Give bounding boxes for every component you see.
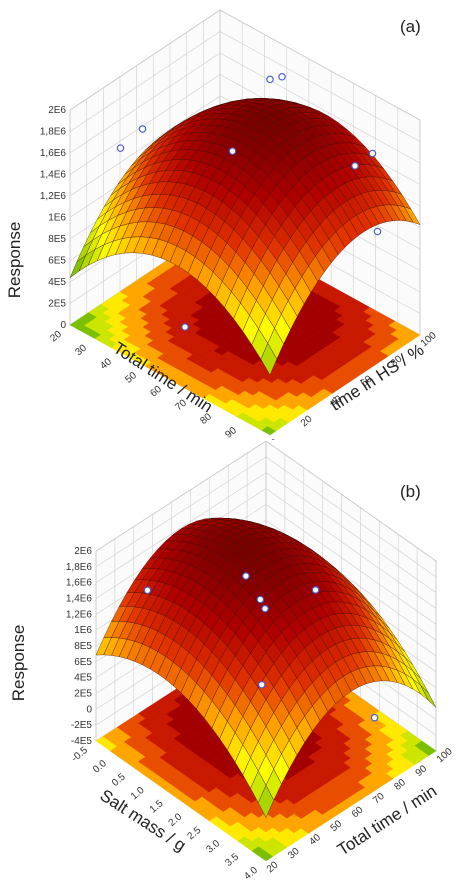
- x-tick-label: -0.5: [70, 745, 91, 765]
- observed-point: [311, 586, 320, 594]
- x-tick-label: 3.0: [204, 838, 222, 856]
- observed-point: [373, 227, 382, 236]
- z-tick-label: 1,6E6: [40, 148, 67, 159]
- observed-point: [351, 162, 359, 170]
- observed-point: [181, 323, 189, 331]
- z-tick-label: 1,8E6: [40, 127, 67, 138]
- y-tick-label: 60: [350, 804, 366, 820]
- observed-point: [256, 595, 265, 604]
- z-tick-label: -2E5: [71, 720, 93, 731]
- x-tick-label: 40: [98, 356, 114, 372]
- observed-point: [368, 149, 377, 158]
- chart-panel-b: -4E5 -2E5 0 2E5 4E5 6E5 8E5 1E6 1,2E6 1,4E6 1,6E6 1…: [0, 441, 474, 881]
- z-tick-label: 4E5: [48, 277, 66, 288]
- chart-a-zlabel: Response: [5, 222, 24, 299]
- surface-cell: [258, 784, 274, 819]
- x-tick-label: 30: [73, 342, 89, 358]
- chart-b-svg: -4E5 -2E5 0 2E5 4E5 6E5 8E5 1E6 1,2E6 1,4E6 1,6E6 1…: [9, 441, 455, 881]
- y-tick-label: 70: [371, 791, 387, 807]
- observed-point: [370, 713, 379, 722]
- observed-point: [257, 680, 266, 689]
- chart-b-panel-label: (b): [400, 482, 421, 501]
- z-tick-label: 1,8E6: [66, 562, 93, 573]
- observed-point: [143, 586, 152, 595]
- chart-panel-a: 0 2E5 4E5 6E5 8E5 1E6 1,2E6 1,4E6 1,6E6 1,8E6 2E6 2…: [0, 0, 474, 440]
- chart-a-panel-label: (a): [400, 17, 421, 36]
- y-tick-label: 40: [307, 832, 323, 848]
- z-tick-label: 1,6E6: [66, 578, 93, 589]
- observed-point: [261, 604, 269, 613]
- chart-b-surface: [95, 517, 437, 819]
- observed-point: [138, 125, 147, 133]
- z-tick-label: 4E5: [74, 673, 92, 684]
- observed-point: [266, 75, 274, 84]
- chart-a-points: [116, 72, 382, 331]
- x-tick-label: 90: [223, 425, 239, 440]
- chart-a-surface: [69, 98, 421, 376]
- x-tick-label: 0.5: [110, 771, 128, 789]
- x-tick-label: 100: [244, 439, 264, 440]
- observed-point: [278, 72, 286, 81]
- y-tick-label: 100: [435, 746, 455, 765]
- chart-b-zlabel: Response: [9, 625, 28, 702]
- x-tick-label: 0.0: [91, 758, 109, 776]
- y-tick-label: 100: [419, 330, 439, 349]
- y-tick-label: 50: [329, 818, 345, 834]
- z-tick-label: 6E5: [48, 256, 66, 267]
- z-tick-label: 1,2E6: [40, 191, 67, 202]
- z-tick-label: 2E6: [74, 546, 92, 557]
- z-tick-label: 2E5: [74, 689, 92, 700]
- z-tick-label: 1E6: [48, 213, 66, 224]
- z-tick-label: 0: [60, 320, 66, 331]
- x-tick-label: 3.5: [223, 851, 241, 869]
- x-tick-label: 4.0: [242, 865, 260, 881]
- y-tick-label: 80: [392, 777, 408, 793]
- chart-a-svg: 0 2E5 4E5 6E5 8E5 1E6 1,2E6 1,4E6 1,6E6 1,8E6 2E6 2…: [5, 9, 439, 440]
- x-tick-label: 1.0: [129, 785, 147, 803]
- z-tick-label: 2E6: [48, 105, 66, 116]
- y-tick-label: 90: [414, 763, 430, 779]
- z-tick-label: 2E5: [48, 299, 66, 310]
- z-tick-label: 1,4E6: [40, 170, 67, 181]
- z-tick-label: 8E5: [74, 641, 92, 652]
- contour-cell: [405, 330, 421, 340]
- y-tick-label: 0: [269, 437, 281, 440]
- observed-point: [228, 147, 237, 155]
- y-tick-label: 20: [299, 413, 315, 429]
- contour-cell: [421, 745, 437, 756]
- z-tick-label: -4E5: [71, 736, 93, 747]
- observed-point: [242, 572, 250, 580]
- z-tick-label: 0: [86, 704, 92, 715]
- z-tick-label: 6E5: [74, 657, 92, 668]
- observed-point: [116, 144, 125, 152]
- z-tick-label: 1,4E6: [66, 594, 93, 605]
- y-tick-label: 20: [265, 859, 281, 875]
- z-tick-label: 8E5: [48, 234, 66, 245]
- z-tick-label: 1E6: [74, 625, 92, 636]
- chart-b-points: [143, 572, 379, 722]
- x-tick-label: 50: [123, 370, 139, 386]
- y-tick-label: 30: [286, 846, 302, 862]
- surface-cell: [260, 342, 278, 376]
- z-tick-label: 1,2E6: [66, 609, 93, 620]
